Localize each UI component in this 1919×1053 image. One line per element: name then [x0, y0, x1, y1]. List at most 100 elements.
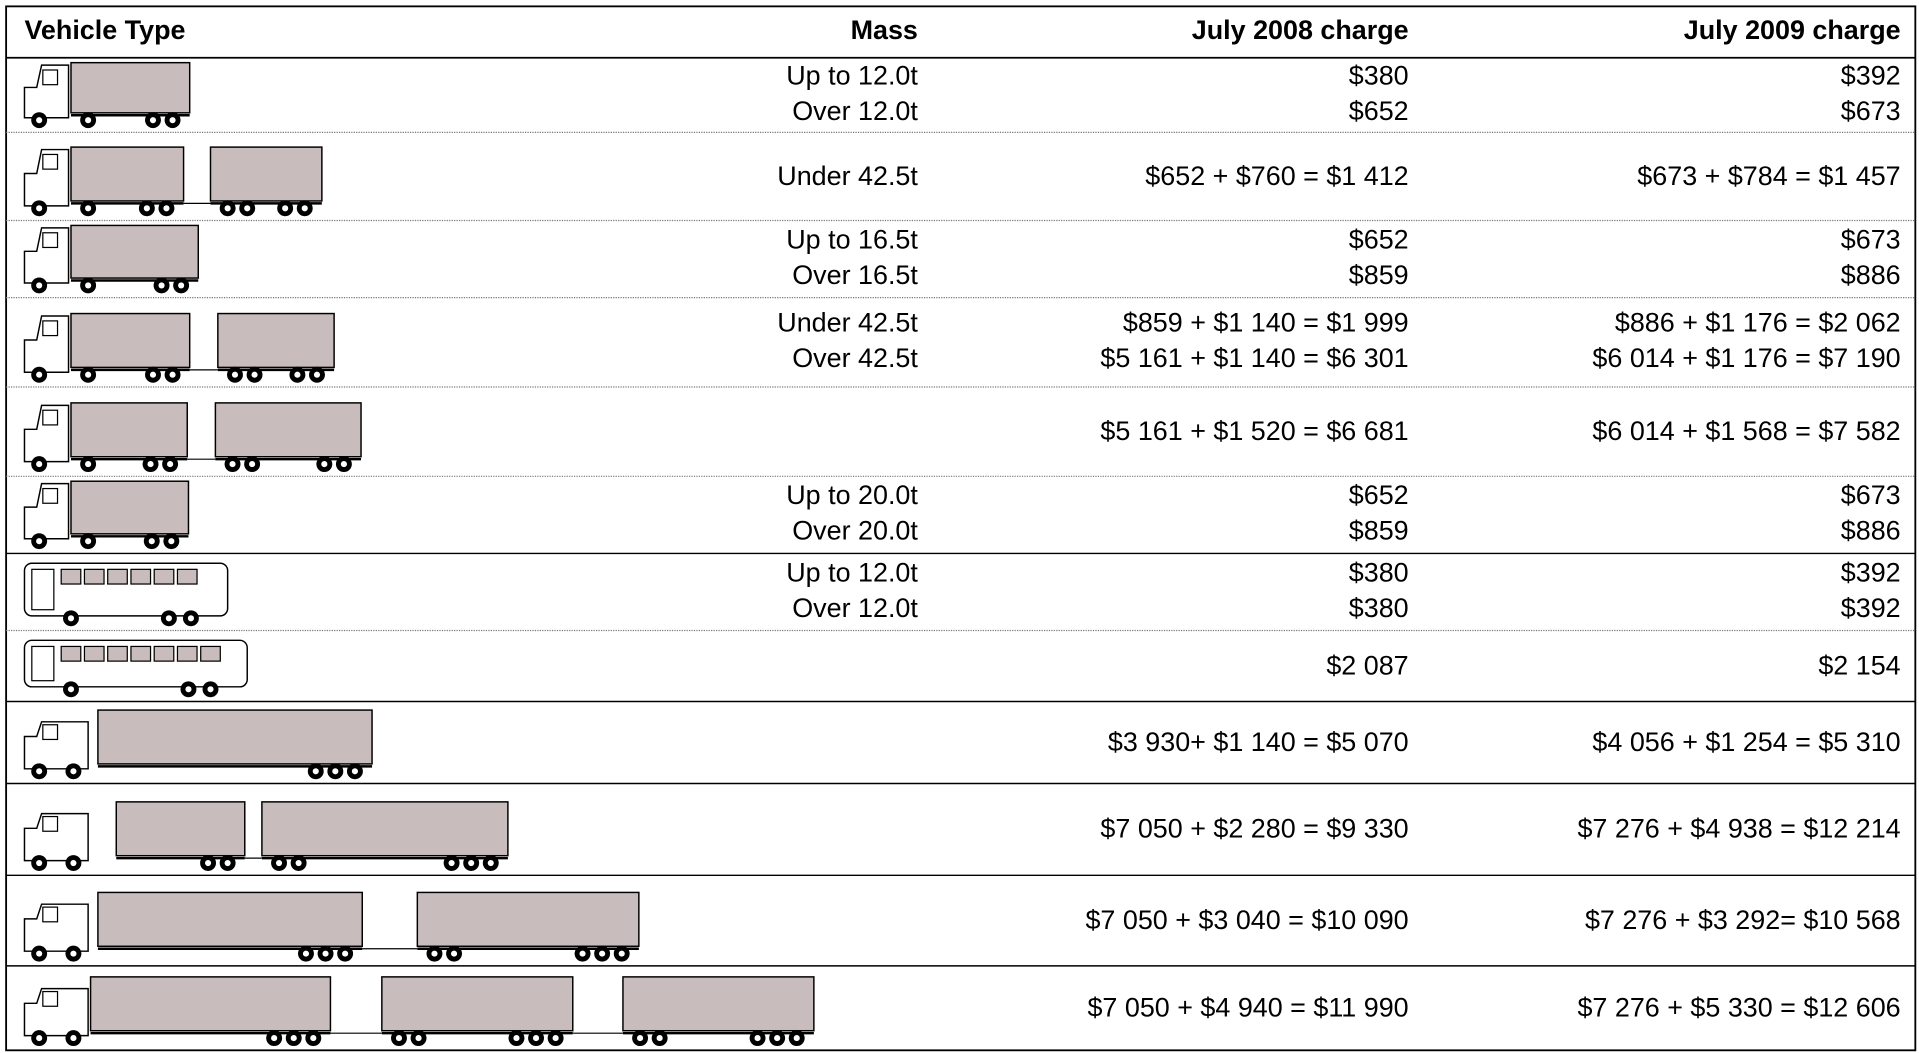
bus-window: [131, 646, 151, 661]
hub: [170, 372, 176, 378]
mass-cell: Up to 16.5t: [786, 224, 918, 254]
charge-2009-cell: $6 014 + $1 176 = $7 190: [1592, 343, 1900, 373]
charge-2009-cell: $886 + $1 176 = $2 062: [1615, 308, 1901, 338]
hub: [488, 860, 494, 866]
hub: [657, 1035, 663, 1041]
bus-window: [84, 569, 104, 584]
hub: [85, 117, 91, 123]
charge-2009-cell: $392: [1841, 60, 1901, 90]
hub: [341, 461, 347, 467]
cab-window: [43, 725, 58, 740]
charge-2008-cell: $380: [1349, 60, 1409, 90]
hub: [794, 1035, 800, 1041]
hub: [294, 372, 300, 378]
header-mass: Mass: [851, 15, 918, 45]
hub: [68, 686, 74, 692]
hub: [70, 951, 76, 957]
charge-2008-cell: $380: [1349, 557, 1409, 587]
charge-2008-cell: $5 161 + $1 520 = $6 681: [1100, 416, 1408, 446]
vehicle-icon: [24, 314, 334, 383]
hub: [225, 860, 231, 866]
charge-2009-cell: $673: [1841, 224, 1901, 254]
hub: [85, 538, 91, 544]
cargo-box: [91, 977, 331, 1031]
bus-window: [131, 569, 151, 584]
bus-door: [32, 646, 54, 680]
hub: [36, 538, 42, 544]
hub: [468, 860, 474, 866]
hub: [68, 615, 74, 621]
charge-2008-cell: $2 087: [1326, 650, 1408, 680]
mass-cell: Under 42.5t: [777, 308, 918, 338]
bus-window: [154, 569, 174, 584]
cargo-box: [262, 802, 508, 856]
charge-table: Vehicle Type Mass July 2008 charge July …: [0, 0, 1919, 1053]
hub: [36, 117, 42, 123]
charge-2008-cell: $5 161 + $1 140 = $6 301: [1100, 343, 1408, 373]
hub: [150, 372, 156, 378]
cab-window: [43, 410, 58, 425]
hub: [36, 768, 42, 774]
hub: [322, 951, 328, 957]
header-2008: July 2008 charge: [1192, 15, 1409, 45]
charge-2009-cell: $7 276 + $5 330 = $12 606: [1577, 992, 1900, 1022]
charge-2008-cell: $859: [1349, 516, 1409, 546]
cargo-box: [71, 481, 188, 534]
bus-window: [177, 646, 197, 661]
bus-window: [108, 646, 128, 661]
hub: [321, 461, 327, 467]
hub: [36, 461, 42, 467]
vehicle-icon: [24, 147, 321, 216]
hub: [244, 205, 250, 211]
hub: [36, 1035, 42, 1041]
charge-2009-cell: $886: [1841, 260, 1901, 290]
hub: [166, 615, 172, 621]
hub: [533, 1035, 539, 1041]
cargo-box: [215, 403, 361, 457]
charge-2008-cell: $652 + $760 = $1 412: [1145, 161, 1408, 191]
cab-window: [43, 70, 58, 85]
cab-window: [43, 154, 58, 169]
charge-2008-cell: $3 930+ $1 140 = $5 070: [1108, 727, 1409, 757]
hub: [36, 372, 42, 378]
hub: [396, 1035, 402, 1041]
charge-2009-cell: $886: [1841, 516, 1901, 546]
hub: [188, 615, 194, 621]
hub: [36, 282, 42, 288]
mass-cell: Up to 12.0t: [786, 60, 918, 90]
hub: [149, 538, 155, 544]
hub: [451, 951, 457, 957]
charge-2009-cell: $2 154: [1818, 650, 1900, 680]
hub: [553, 1035, 559, 1041]
hub: [150, 117, 156, 123]
hub: [513, 1035, 519, 1041]
mass-cell: Under 42.5t: [777, 161, 918, 191]
bus-window: [201, 646, 221, 661]
hub: [232, 372, 238, 378]
page: {"table": { "header": ["Vehicle Type", "…: [0, 0, 1919, 1053]
hub: [36, 860, 42, 866]
hub: [352, 768, 358, 774]
cab-window: [43, 489, 58, 504]
mass-cell: Over 12.0t: [792, 593, 918, 623]
mass-cell: Over 16.5t: [792, 260, 918, 290]
hub: [70, 860, 76, 866]
hub: [185, 686, 191, 692]
vehicle-icon: [24, 481, 188, 549]
hub: [637, 1035, 643, 1041]
hub: [310, 1035, 316, 1041]
cargo-box: [218, 314, 334, 368]
charge-2009-cell: $392: [1841, 557, 1901, 587]
charge-2008-cell: $380: [1349, 593, 1409, 623]
hub: [282, 205, 288, 211]
cargo-box: [382, 977, 573, 1031]
header-vehicle: Vehicle Type: [24, 15, 185, 45]
vehicle-icon: [24, 225, 198, 293]
hub: [276, 860, 282, 866]
cargo-box: [71, 63, 190, 113]
mass-cell: Over 20.0t: [792, 516, 918, 546]
vehicle-icon: [24, 63, 189, 128]
hub: [167, 461, 173, 467]
hub: [178, 282, 184, 288]
hub: [314, 372, 320, 378]
